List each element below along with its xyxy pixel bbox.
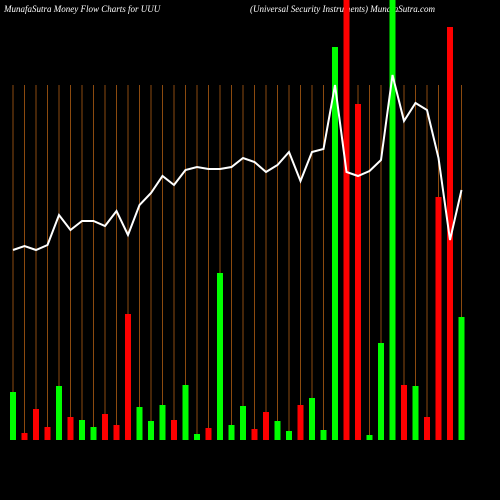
bar <box>297 405 304 440</box>
bar <box>389 0 396 440</box>
bar <box>355 104 361 440</box>
bar <box>205 428 212 440</box>
bar <box>33 409 39 440</box>
bar <box>366 435 373 440</box>
bar <box>424 417 430 440</box>
bar <box>125 314 131 440</box>
bar <box>67 417 74 440</box>
bar <box>378 343 384 440</box>
bar <box>217 273 223 440</box>
bar <box>79 420 85 440</box>
bar <box>10 392 16 440</box>
bar <box>148 421 154 440</box>
chart-title: MunafaSutra Money Flow Charts for UUU <box>3 4 161 14</box>
bar <box>56 386 62 440</box>
bar <box>263 412 269 440</box>
bar <box>228 425 235 440</box>
bar <box>21 433 28 440</box>
bar <box>309 398 315 440</box>
bar <box>274 421 281 440</box>
bar <box>412 386 419 440</box>
bar <box>171 420 177 440</box>
bar <box>194 434 200 440</box>
bar <box>435 197 442 440</box>
bar <box>182 385 189 440</box>
chart-subtitle: (Universal Security Instruments) MunafaS… <box>250 4 435 14</box>
bar <box>458 317 465 440</box>
bar <box>113 425 120 440</box>
money-flow-line <box>12 74 463 252</box>
bar <box>136 407 143 440</box>
bar <box>159 405 166 440</box>
bar <box>90 427 97 440</box>
bar <box>286 431 292 440</box>
bar <box>320 430 327 440</box>
bar <box>102 414 108 440</box>
bar <box>332 47 338 440</box>
bar <box>251 429 258 440</box>
bar <box>401 385 407 440</box>
bar <box>44 427 51 440</box>
bar <box>343 0 350 440</box>
bar <box>240 406 246 440</box>
